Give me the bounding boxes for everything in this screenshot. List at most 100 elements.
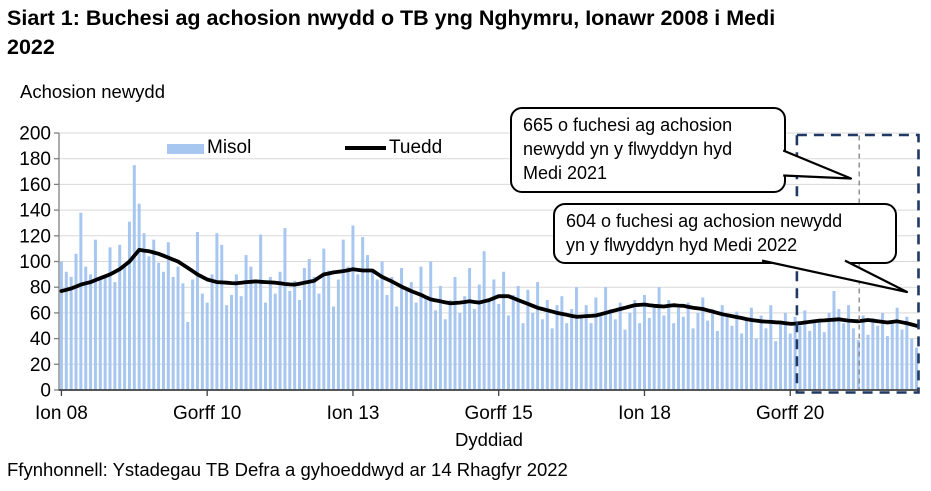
monthly-bar xyxy=(186,321,190,390)
x-axis-label: Ion 18 xyxy=(618,403,671,424)
monthly-bar xyxy=(477,284,481,390)
monthly-bar xyxy=(725,315,729,390)
monthly-bar xyxy=(283,228,287,390)
monthly-bar xyxy=(424,296,428,390)
monthly-bar xyxy=(511,294,515,390)
monthly-bar xyxy=(64,271,68,390)
monthly-bar xyxy=(220,244,224,390)
monthly-bar xyxy=(249,266,253,390)
monthly-bar xyxy=(526,289,530,390)
monthly-bar xyxy=(448,300,452,390)
monthly-bar xyxy=(691,328,695,390)
monthly-bar xyxy=(672,323,676,390)
x-axis-label: Gorff 15 xyxy=(465,403,533,424)
monthly-bar xyxy=(608,309,612,390)
monthly-bar xyxy=(642,294,646,390)
monthly-bar xyxy=(341,239,345,390)
x-axis-title: Dyddiad xyxy=(455,429,523,450)
monthly-bar xyxy=(414,302,418,390)
monthly-bar xyxy=(822,332,826,390)
monthly-bar xyxy=(638,323,642,390)
monthly-bar xyxy=(298,300,302,390)
monthly-bar xyxy=(798,325,802,390)
monthly-bar xyxy=(623,329,627,390)
trend-line xyxy=(59,247,919,328)
monthly-bar xyxy=(764,328,768,390)
monthly-bar xyxy=(210,274,214,390)
callout-2021-line1: 665 o fuchesi ag achosion xyxy=(523,115,733,135)
monthly-bar xyxy=(458,312,462,390)
monthly-bar xyxy=(555,305,559,390)
monthly-bar xyxy=(195,231,199,390)
monthly-bar xyxy=(589,323,593,390)
monthly-bar xyxy=(749,307,753,390)
monthly-bar xyxy=(108,247,112,390)
monthly-bar xyxy=(400,267,404,390)
monthly-bar xyxy=(662,315,666,390)
monthly-bar xyxy=(842,323,846,390)
legend-label-monthly: Misol xyxy=(207,137,252,158)
monthly-bar xyxy=(254,282,258,390)
monthly-bar xyxy=(317,293,321,391)
monthly-bar xyxy=(103,275,107,390)
monthly-bar xyxy=(327,270,331,390)
monthly-bar xyxy=(759,315,763,390)
callout-2022: 604 o fuchesi ag achosion newydd yn y fl… xyxy=(553,203,897,264)
monthly-bar xyxy=(570,309,574,390)
monthly-bar xyxy=(900,329,904,390)
monthly-bar xyxy=(667,300,671,390)
monthly-bar xyxy=(633,300,637,390)
monthly-bar xyxy=(613,319,617,390)
monthly-bar xyxy=(871,318,875,390)
monthly-bar xyxy=(657,287,661,390)
monthly-bar xyxy=(847,305,851,390)
monthly-bar xyxy=(482,251,486,390)
monthly-bar xyxy=(443,319,447,390)
monthly-bar xyxy=(307,258,311,390)
y-axis-label: 120 xyxy=(19,226,51,247)
monthly-bar xyxy=(827,312,831,390)
monthly-bar xyxy=(351,225,355,390)
monthly-bar xyxy=(910,338,914,390)
monthly-bar xyxy=(361,237,365,390)
monthly-bar xyxy=(336,279,340,390)
monthly-bar xyxy=(79,212,83,390)
y-axis-label: 60 xyxy=(30,303,51,324)
monthly-bar xyxy=(711,309,714,390)
monthly-bar xyxy=(147,256,151,390)
monthly-bar xyxy=(370,271,374,390)
monthly-bar xyxy=(93,239,97,390)
y-axis-label: 100 xyxy=(19,252,51,273)
monthly-bar xyxy=(375,279,379,390)
monthly-bar xyxy=(356,274,360,390)
monthly-bar xyxy=(676,307,680,390)
monthly-bar xyxy=(191,279,195,390)
monthly-bar xyxy=(832,291,836,390)
page-title-line2: 2022 xyxy=(7,35,55,59)
monthly-bar xyxy=(915,347,919,390)
monthly-bar xyxy=(808,330,812,390)
monthly-bar xyxy=(905,316,909,390)
monthly-bar xyxy=(730,325,734,390)
y-axis-label: 40 xyxy=(30,329,51,350)
monthly-bar xyxy=(584,305,588,390)
callout-2021-line3: Medi 2021 xyxy=(523,163,608,184)
monthly-bar xyxy=(813,323,817,390)
callout-2021: 665 o fuchesi ag achosion newydd yn y fl… xyxy=(510,107,786,193)
monthly-bar xyxy=(215,233,219,390)
y-axis-label: 140 xyxy=(19,201,51,222)
monthly-bar xyxy=(385,294,389,390)
monthly-bar xyxy=(574,287,578,390)
monthly-bar xyxy=(876,325,880,390)
monthly-bar xyxy=(59,261,63,390)
monthly-bar xyxy=(404,291,408,390)
monthly-bar xyxy=(740,333,744,390)
monthly-bar xyxy=(885,336,889,390)
monthly-bar xyxy=(788,333,792,390)
monthly-bar xyxy=(506,315,510,390)
monthly-bar xyxy=(176,266,180,390)
legend-trend-line-sample xyxy=(345,146,386,151)
monthly-bar xyxy=(540,319,544,390)
monthly-bar xyxy=(118,244,122,390)
y-axis-label: 0 xyxy=(40,381,51,402)
